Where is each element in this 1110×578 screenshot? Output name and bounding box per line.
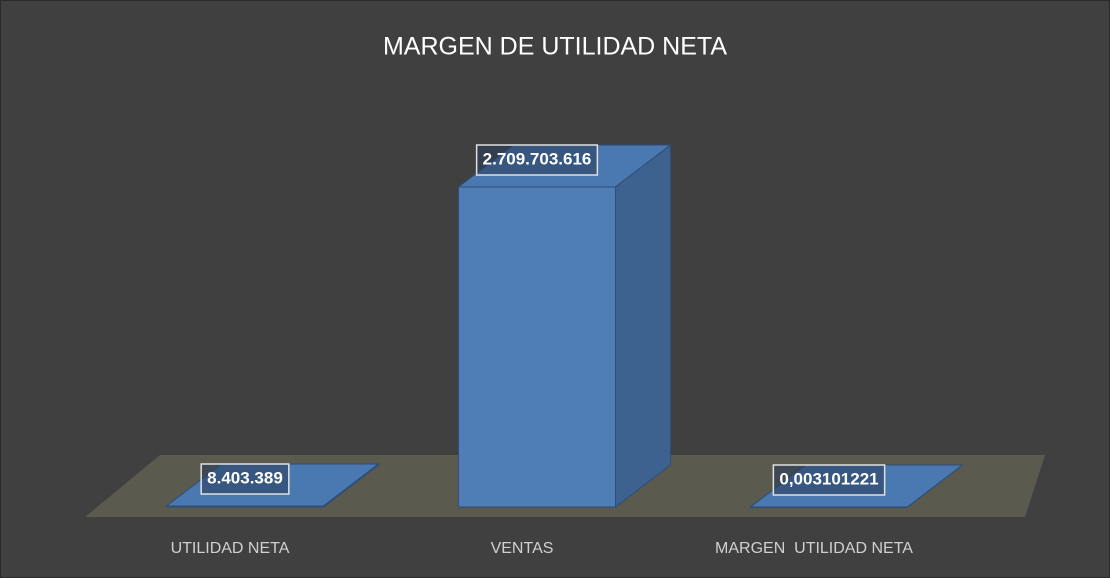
x-tick-label: UTILIDAD NETA [171,540,290,557]
x-tick-label: MARGEN UTILIDAD NETA [715,540,913,557]
data-label-text: 8.403.389 [207,468,283,487]
data-label-text: 0,003101221 [779,469,878,488]
bar [458,186,616,508]
data-label-text: 2.709.703.616 [483,149,592,168]
data-label: 2.709.703.616 [475,144,599,176]
bar-side [907,464,963,508]
bar-side [615,143,671,509]
data-label: 8.403.389 [200,463,290,495]
chart-title: MARGEN DE UTILIDAD NETA [383,33,727,61]
bar [750,506,908,508]
data-label: 0,003101221 [772,464,886,496]
x-tick-label: VENTAS [491,540,554,557]
data-label-box [200,463,290,495]
bar [166,505,324,508]
data-label-box [475,144,599,176]
data-label-box [772,464,886,496]
